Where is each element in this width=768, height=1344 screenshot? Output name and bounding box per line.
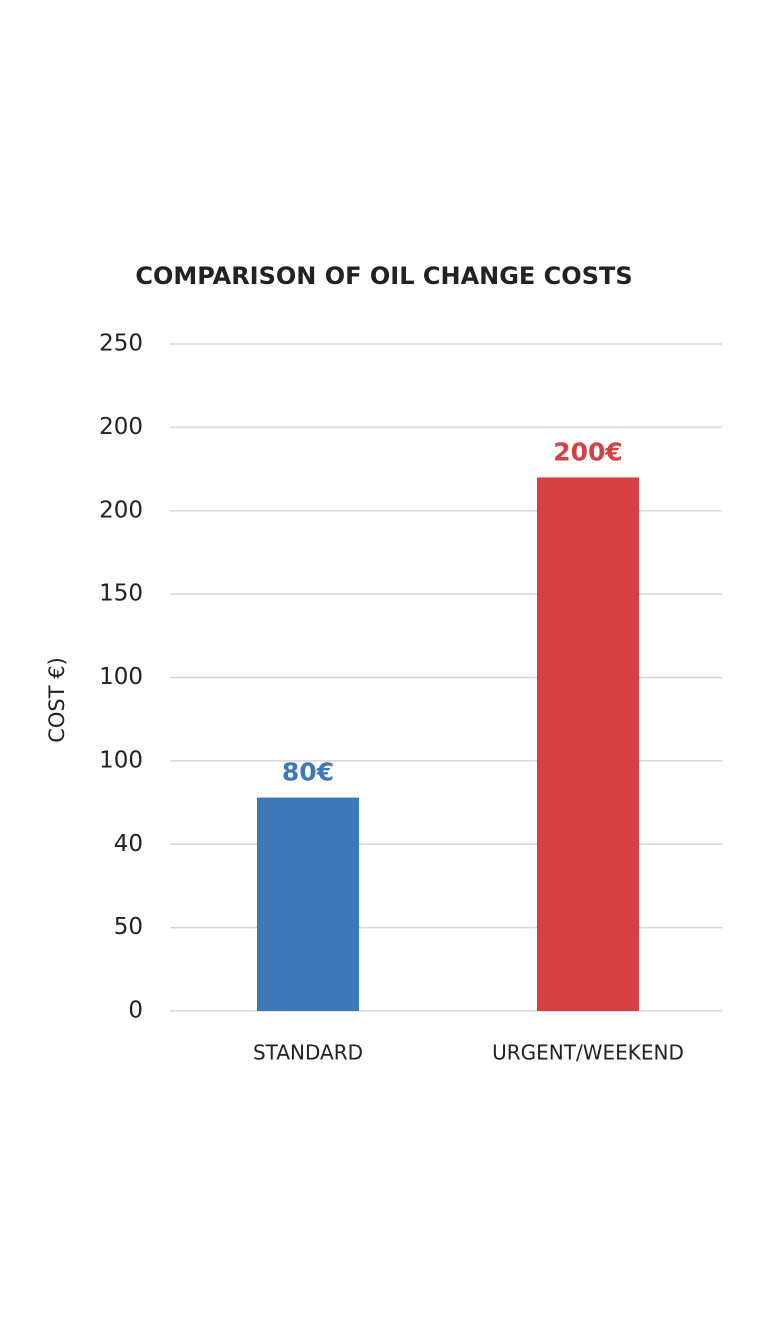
y-axis-label: COST €) <box>45 657 69 743</box>
value-label: 200€ <box>553 437 623 466</box>
y-tick-label: 150 <box>99 581 143 607</box>
x-tick-label: URGENT/WEEKEND <box>492 1041 684 1065</box>
chart-title: COMPARISON OF OIL CHANGE COSTS <box>135 262 632 290</box>
y-tick-label: 0 <box>128 998 143 1024</box>
bar <box>257 797 359 1011</box>
bar <box>537 477 639 1011</box>
y-tick-label: 50 <box>114 914 143 940</box>
y-tick-label: 100 <box>99 747 143 773</box>
value-label: 80€ <box>282 758 334 787</box>
x-tick-label: STANDARD <box>253 1041 363 1065</box>
y-tick-label: 40 <box>114 831 143 857</box>
y-tick-label: 200 <box>99 497 143 523</box>
y-tick-label: 100 <box>99 664 143 690</box>
y-tick-label: 200 <box>99 414 143 440</box>
y-tick-label: 250 <box>99 331 143 357</box>
